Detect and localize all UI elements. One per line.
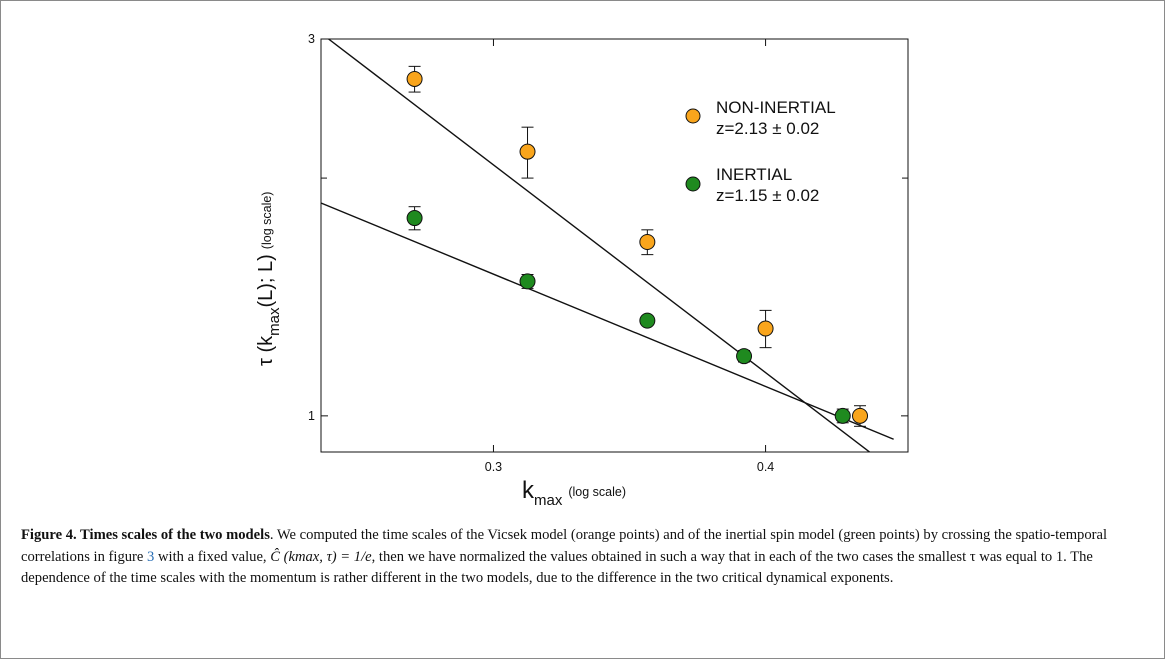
caption-text-3: , then we have normalized the values obt… xyxy=(21,548,1093,587)
axis-tick-labels: 0.3 0.4 1 3 xyxy=(308,32,774,474)
data-point-non-inertial xyxy=(757,320,774,337)
data-point-non-inertial xyxy=(519,143,536,160)
caption-figure-ref[interactable]: 3 xyxy=(147,548,155,565)
scatter-chart: 0.3 0.413 kmax (log scale) τ (kmax(L); L)(… xyxy=(255,32,909,509)
data-point-inertial xyxy=(736,348,753,365)
caption-math: Ĉ (kmax, τ) = 1/e xyxy=(270,548,372,565)
legend-marker-inertial xyxy=(685,176,701,192)
figure-caption: Figure 4. Times scales of the two models… xyxy=(21,525,1146,590)
legend-fit-non-inertial: z=2.13 ± 0.02 xyxy=(716,119,819,138)
legend-marker-non-inertial xyxy=(685,108,701,124)
x-axis-title-sub: max xyxy=(534,492,563,509)
legend-label-inertial: INERTIAL xyxy=(716,165,792,184)
fit-line-non-inertial xyxy=(328,39,871,452)
data-point-non-inertial xyxy=(639,234,656,251)
legend: NON-INERTIAL z=2.13 ± 0.02 INERTIAL z=1.… xyxy=(685,98,836,205)
x-axis-title-note: (log scale) xyxy=(568,485,626,499)
x-tick-label: 0.4 xyxy=(757,460,774,474)
data-points xyxy=(406,70,869,424)
plot-area xyxy=(320,38,909,453)
data-point-inertial xyxy=(834,407,851,424)
x-tick-label: 0.3 xyxy=(485,460,502,474)
y-axis-title-sub: max xyxy=(266,307,283,336)
data-point-non-inertial xyxy=(852,407,869,424)
data-point-non-inertial xyxy=(406,70,423,87)
fit-lines xyxy=(321,39,894,452)
data-point-inertial xyxy=(406,210,423,227)
y-tick-label: 3 xyxy=(308,32,315,46)
y-axis-title-main: τ (k xyxy=(255,335,277,366)
x-axis-title: kmax (log scale) xyxy=(522,477,626,509)
y-axis-title-tail: (L); L) xyxy=(255,254,277,307)
y-axis-title-note: (log scale) xyxy=(260,192,274,250)
data-point-inertial xyxy=(639,312,656,329)
caption-text-2: with a fixed value, xyxy=(154,548,271,565)
caption-label: Figure 4. Times scales of the two models xyxy=(21,527,270,543)
y-axis-title: τ (kmax(L); L) (log scale) xyxy=(255,192,283,366)
data-point-inertial xyxy=(519,273,536,290)
legend-fit-inertial: z=1.15 ± 0.02 xyxy=(716,186,819,205)
fit-line-inertial xyxy=(321,202,894,440)
y-tick-label: 1 xyxy=(308,409,315,423)
caption-text-1: . We computed the time scales of the Vic… xyxy=(21,527,1108,565)
x-axis-title-main: k xyxy=(522,477,535,504)
axis-ticks xyxy=(321,38,908,452)
legend-label-non-inertial: NON-INERTIAL xyxy=(716,98,836,117)
